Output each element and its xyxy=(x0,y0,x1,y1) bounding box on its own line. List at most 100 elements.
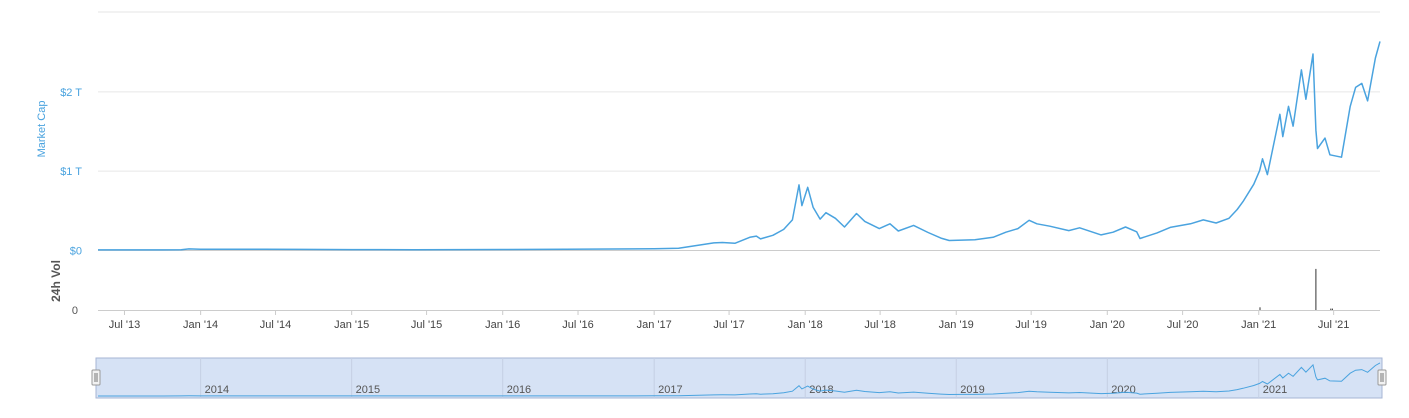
market-cap-point[interactable] xyxy=(1035,222,1039,226)
market-cap-point[interactable] xyxy=(1366,99,1370,103)
market-cap-point[interactable] xyxy=(947,239,951,243)
market-cap-point[interactable] xyxy=(733,241,737,245)
market-cap-plot[interactable] xyxy=(96,39,1382,252)
market-cap-point[interactable] xyxy=(855,212,859,216)
market-cap-point[interactable] xyxy=(973,238,977,242)
market-cap-point[interactable] xyxy=(833,216,837,220)
market-cap-point[interactable] xyxy=(223,247,227,251)
market-cap-point[interactable] xyxy=(412,248,416,252)
market-cap-point[interactable] xyxy=(939,236,943,240)
market-cap-point[interactable] xyxy=(712,241,716,245)
market-cap-point[interactable] xyxy=(782,227,786,231)
market-cap-point[interactable] xyxy=(1323,136,1327,140)
market-cap-line[interactable] xyxy=(98,41,1381,251)
market-cap-point[interactable] xyxy=(1214,221,1218,225)
market-cap-point[interactable] xyxy=(1265,173,1269,177)
market-cap-point[interactable] xyxy=(1201,218,1205,222)
market-cap-point[interactable] xyxy=(1311,52,1315,56)
market-cap-point[interactable] xyxy=(1328,153,1332,157)
market-cap-point[interactable] xyxy=(754,234,758,238)
market-cap-point[interactable] xyxy=(1299,68,1303,72)
market-cap-point[interactable] xyxy=(677,246,681,250)
market-cap-point[interactable] xyxy=(896,229,900,233)
navigator-left-handle[interactable] xyxy=(91,369,101,386)
market-cap-point[interactable] xyxy=(1373,56,1377,60)
market-cap-point[interactable] xyxy=(811,205,815,209)
volume-axis-title: 24h Vol xyxy=(49,260,63,302)
market-cap-point[interactable] xyxy=(912,223,916,227)
market-cap-point[interactable] xyxy=(1016,227,1020,231)
market-cap-point[interactable] xyxy=(1378,39,1382,43)
market-cap-point[interactable] xyxy=(350,248,354,252)
market-cap-point[interactable] xyxy=(720,241,724,245)
y-tick-label: $2 T xyxy=(60,87,82,99)
market-cap-point[interactable] xyxy=(501,248,505,252)
market-cap-point[interactable] xyxy=(960,238,964,242)
market-cap-point[interactable] xyxy=(759,237,763,241)
market-cap-point[interactable] xyxy=(1314,128,1318,132)
market-cap-point[interactable] xyxy=(299,247,303,251)
market-cap-point[interactable] xyxy=(1281,135,1285,139)
market-cap-point[interactable] xyxy=(1287,104,1291,108)
market-cap-point[interactable] xyxy=(1155,231,1159,235)
market-cap-point[interactable] xyxy=(1241,200,1245,204)
volume-bar[interactable] xyxy=(1331,308,1333,310)
market-cap-point[interactable] xyxy=(1261,157,1265,161)
market-cap-point[interactable] xyxy=(1316,147,1320,151)
market-cap-point[interactable] xyxy=(1340,155,1344,159)
market-cap-point[interactable] xyxy=(843,225,847,229)
market-cap-point[interactable] xyxy=(1135,230,1139,234)
market-cap-point[interactable] xyxy=(1227,216,1231,220)
volume-bar[interactable] xyxy=(1259,307,1261,310)
volume-plot[interactable] xyxy=(1259,268,1333,310)
market-cap-point[interactable] xyxy=(1099,233,1103,237)
volume-bar[interactable] xyxy=(1330,308,1332,310)
market-cap-point[interactable] xyxy=(1004,230,1008,234)
market-cap-point[interactable] xyxy=(877,227,881,231)
y-axis-title: Market Cap xyxy=(36,101,48,158)
market-cap-point[interactable] xyxy=(179,248,183,252)
market-cap-point[interactable] xyxy=(1291,124,1295,128)
market-cap-point[interactable] xyxy=(1168,225,1172,229)
volume-bar[interactable] xyxy=(1315,268,1317,310)
market-cap-point[interactable] xyxy=(261,247,265,251)
market-cap-point[interactable] xyxy=(926,231,930,235)
market-cap-point[interactable] xyxy=(1078,226,1082,230)
market-cap-point[interactable] xyxy=(1138,237,1142,241)
market-cap-point[interactable] xyxy=(888,222,892,226)
market-cap-point[interactable] xyxy=(1189,222,1193,226)
market-cap-point[interactable] xyxy=(818,217,822,221)
market-cap-point[interactable] xyxy=(1278,112,1282,116)
market-cap-point[interactable] xyxy=(1360,81,1364,85)
market-cap-point[interactable] xyxy=(1354,85,1358,89)
market-cap-point[interactable] xyxy=(1348,104,1352,108)
market-cap-point[interactable] xyxy=(96,248,100,252)
market-cap-point[interactable] xyxy=(1252,182,1256,186)
navigator-right-handle[interactable] xyxy=(1377,369,1387,386)
market-cap-point[interactable] xyxy=(652,247,656,251)
market-cap-point[interactable] xyxy=(1235,208,1239,212)
market-cap-point[interactable] xyxy=(1067,229,1071,233)
market-cap-point[interactable] xyxy=(790,218,794,222)
market-cap-point[interactable] xyxy=(1258,169,1262,173)
market-cap-point[interactable] xyxy=(806,185,810,189)
market-cap-point[interactable] xyxy=(1304,97,1308,101)
market-cap-point[interactable] xyxy=(1027,218,1031,222)
market-cap-point[interactable] xyxy=(1111,230,1115,234)
market-cap-point[interactable] xyxy=(824,211,828,215)
market-cap-point[interactable] xyxy=(991,235,995,239)
market-cap-point[interactable] xyxy=(161,248,165,252)
market-cap-point[interactable] xyxy=(1124,225,1128,229)
market-cap-point[interactable] xyxy=(199,247,203,251)
market-cap-point[interactable] xyxy=(797,183,801,187)
market-cap-point[interactable] xyxy=(187,247,191,251)
navigator-selection[interactable] xyxy=(95,357,1383,399)
market-cap-point[interactable] xyxy=(564,247,568,251)
market-cap-point[interactable] xyxy=(800,204,804,208)
market-cap-point[interactable] xyxy=(771,233,775,237)
market-cap-point[interactable] xyxy=(1048,224,1052,228)
market-cap-point[interactable] xyxy=(123,248,127,252)
range-navigator[interactable]: 2014 2015 2016 2017 2018 2019 2020 2021 xyxy=(91,357,1387,399)
market-cap-point[interactable] xyxy=(748,235,752,239)
market-cap-point[interactable] xyxy=(863,219,867,223)
